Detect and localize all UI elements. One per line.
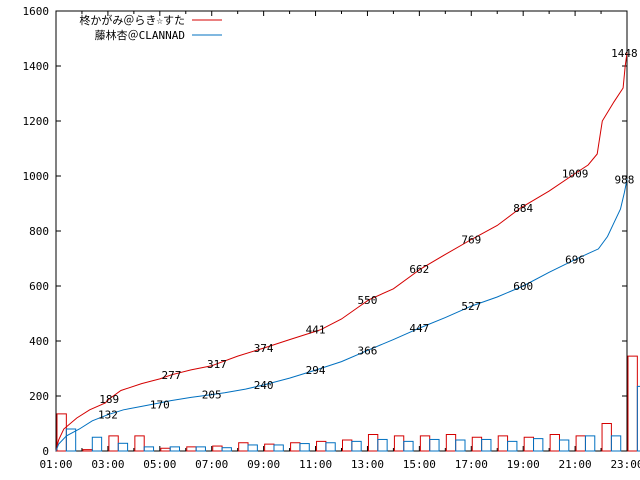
hourly-bar [419, 435, 431, 452]
hourly-bar [195, 446, 206, 452]
hourly-bar [584, 435, 596, 452]
x-tick-label: 01:00 [39, 458, 72, 471]
data-label: 317 [207, 358, 227, 371]
y-tick-label: 1600 [23, 5, 50, 18]
hourly-bar [523, 436, 535, 452]
x-tick-label: 13:00 [351, 458, 384, 471]
hourly-bar [134, 435, 145, 452]
hourly-bar [273, 444, 284, 452]
hourly-bar [117, 442, 129, 452]
data-label: 170 [150, 398, 170, 411]
x-tick-label: 21:00 [559, 458, 592, 471]
y-tick-label: 1400 [23, 60, 50, 73]
data-label: 366 [358, 344, 378, 357]
hourly-bar [377, 438, 388, 452]
y-tick-label: 400 [29, 335, 49, 348]
series-line-1 [55, 52, 628, 452]
x-tick-label: 03:00 [91, 458, 124, 471]
hourly-bar [445, 434, 457, 452]
hourly-bar [186, 446, 197, 452]
series-line-2 [55, 179, 628, 452]
x-tick-label: 15:00 [403, 458, 436, 471]
hourly-bar [212, 445, 223, 452]
data-label: 527 [461, 300, 481, 313]
x-tick-label: 05:00 [143, 458, 176, 471]
hourly-bar [481, 438, 492, 452]
hourly-bar [221, 447, 232, 452]
x-tick-label: 07:00 [195, 458, 228, 471]
hourly-bar [455, 439, 466, 452]
hourly-bar [325, 442, 336, 452]
hourly-bar [108, 435, 119, 452]
hourly-bar [65, 428, 77, 452]
data-label: 441 [306, 324, 326, 337]
data-label: 600 [513, 280, 533, 293]
chart-axes: 0 200 400 600 800 1000 1200 1400 1600 01:00 03:00 0… [23, 5, 640, 471]
hourly-bar [429, 438, 440, 452]
hourly-bar [393, 435, 405, 452]
legend: 柊かがみ＠らき☆すた 藤林杏＠CLANNAD [79, 13, 222, 42]
hourly-bar [497, 435, 509, 452]
hourly-bar [636, 385, 640, 452]
hourly-bar [316, 440, 327, 452]
y-tick-label: 1000 [23, 170, 50, 183]
hourly-bars [56, 355, 640, 452]
data-label: 205 [202, 389, 222, 402]
value-labels: 189 277 317 374 441 550 662 769 884 1009 1448 132 17… [98, 47, 638, 422]
hourly-bar [238, 442, 249, 452]
data-label: 374 [254, 342, 274, 355]
y-tick-label: 1200 [23, 115, 50, 128]
data-label: 132 [98, 409, 118, 422]
data-label: 884 [513, 202, 533, 215]
hourly-bar [169, 446, 181, 452]
hourly-bar [143, 446, 155, 452]
hourly-bar [160, 447, 171, 452]
x-tick-label: 11:00 [299, 458, 332, 471]
y-tick-label: 200 [29, 390, 49, 403]
hourly-bar [264, 443, 275, 452]
hourly-bar [91, 436, 103, 452]
x-tick-label: 09:00 [247, 458, 280, 471]
data-label: 696 [565, 254, 585, 267]
data-label: 1448 [611, 47, 638, 60]
data-label: 1009 [562, 168, 589, 181]
hourly-bar [471, 436, 483, 452]
hourly-bar [610, 435, 622, 452]
hourly-bar [533, 438, 544, 452]
y-tick-label: 600 [29, 280, 49, 293]
hourly-bar [558, 439, 570, 452]
data-label: 550 [358, 294, 378, 307]
plot-frame [55, 10, 628, 452]
legend-label-series-1: 柊かがみ＠らき☆すた [79, 13, 185, 27]
hourly-bar [367, 434, 379, 452]
data-label: 769 [461, 234, 481, 247]
hourly-bar [247, 444, 258, 452]
hourly-bar [299, 443, 310, 452]
x-tick-label: 19:00 [507, 458, 540, 471]
x-tick-label: 23:00 [610, 458, 640, 471]
data-label: 447 [409, 322, 429, 335]
data-label: 294 [306, 364, 326, 377]
x-tick-label: 17:00 [455, 458, 488, 471]
data-label: 988 [614, 173, 634, 186]
hourly-bar [351, 440, 362, 452]
hourly-bar [601, 423, 612, 452]
data-label: 240 [254, 379, 274, 392]
hourly-bar [627, 355, 638, 452]
y-tick-label: 800 [29, 225, 49, 238]
cumulative-lines [55, 52, 628, 452]
data-label: 662 [409, 263, 429, 276]
hourly-bar [290, 442, 301, 452]
hourly-bar [342, 439, 353, 452]
hourly-bar [82, 449, 93, 452]
hourly-bar [549, 434, 560, 452]
hourly-bar [507, 440, 518, 452]
legend-label-series-2: 藤林杏＠CLANNAD [95, 28, 185, 42]
y-tick-label: 0 [42, 445, 49, 458]
hourly-bar [575, 435, 586, 452]
hourly-bar [403, 440, 414, 452]
data-label: 189 [99, 393, 119, 406]
data-label: 277 [162, 369, 182, 382]
